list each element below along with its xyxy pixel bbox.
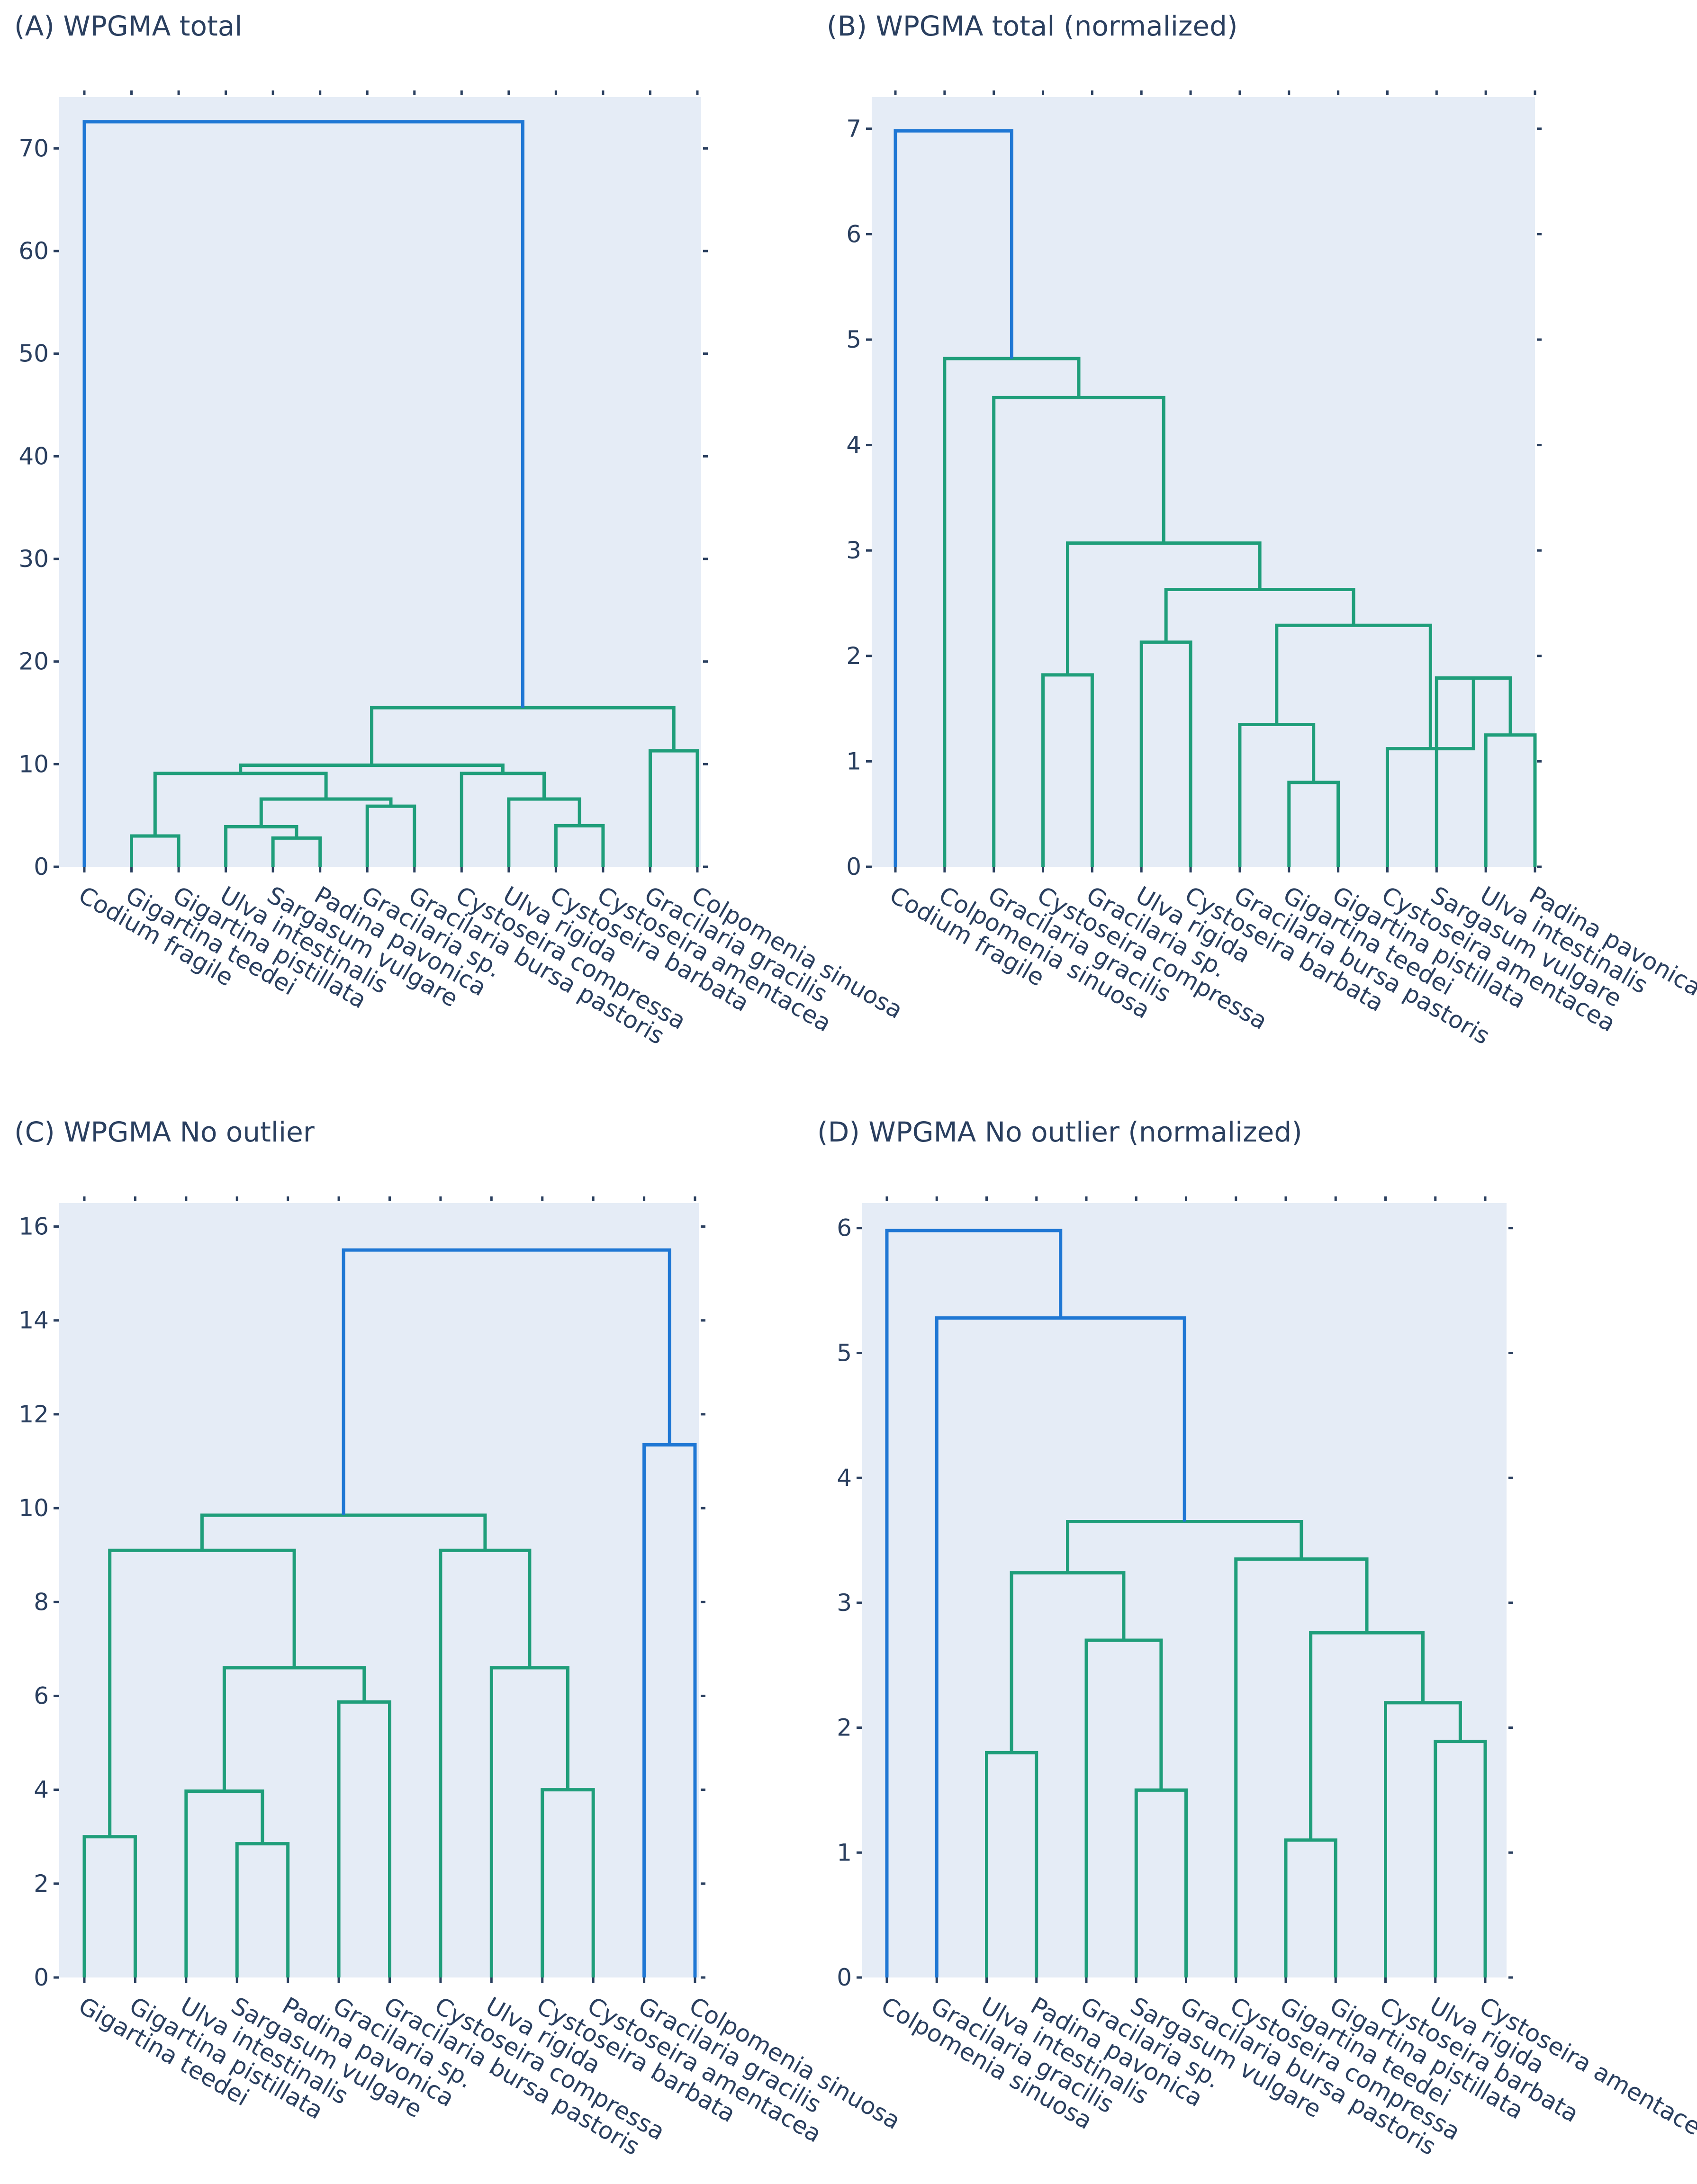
dendrogram-link: [894, 129, 1013, 867]
dendrogram-link: [1139, 640, 1192, 867]
ytick-label-b: 2: [846, 642, 861, 670]
ytick-label-d: 4: [837, 1464, 852, 1492]
ytick-label-c: 16: [18, 1213, 49, 1240]
dendrogram-link: [1275, 623, 1432, 749]
dendrogram-link: [1065, 541, 1262, 675]
dendrogram-link: [370, 706, 676, 765]
dendrogram-link: [1284, 1838, 1337, 1977]
panel-a-title: (A) WPGMA total: [14, 10, 242, 42]
ytick-label-a: 60: [18, 237, 49, 265]
panel-c-title: (C) WPGMA No outlier: [14, 1116, 315, 1148]
ytick-label-a: 40: [18, 442, 49, 470]
ytick-label-d: 0: [837, 1964, 852, 1991]
ytick-label-a: 20: [18, 648, 49, 675]
dendrogram-link: [82, 1835, 137, 1977]
ytick-label-d: 5: [837, 1339, 852, 1366]
panel-d-title: (D) WPGMA No outlier (normalized): [817, 1116, 1302, 1148]
dendrogram-link: [1384, 1701, 1462, 1977]
dendrogram-link: [82, 120, 524, 867]
ytick-label-a: 70: [18, 135, 49, 162]
panel-b-title: (B) WPGMA total (normalized): [827, 10, 1238, 42]
dendrogram-link: [1066, 1519, 1303, 1573]
ytick-label-d: 6: [837, 1214, 852, 1242]
dendrogram-link: [648, 749, 699, 867]
ytick-label-b: 5: [846, 326, 861, 353]
plot-area-b: [872, 97, 1535, 867]
ytick-label-c: 4: [34, 1776, 49, 1804]
ytick-label-b: 1: [846, 747, 861, 775]
dendrogram-link: [1238, 722, 1316, 867]
ytick-label-b: 7: [846, 115, 861, 143]
plot-area-c: [59, 1203, 699, 1977]
dendrogram-link: [365, 804, 416, 867]
panel-b: (B) WPGMA total (normalized) 01234567Cod…: [827, 10, 1697, 1050]
ytick-label-c: 14: [18, 1307, 49, 1334]
dendrogram-link: [337, 1700, 391, 1977]
dendrogram-link: [885, 1229, 1063, 1977]
dendrogram-link: [1435, 676, 1512, 867]
ytick-label-c: 2: [34, 1870, 49, 1897]
ytick-label-b: 3: [846, 537, 861, 564]
dendrogram-link: [1287, 781, 1340, 867]
ytick-label-c: 0: [34, 1964, 49, 1991]
ytick-label-c: 6: [34, 1682, 49, 1709]
plot-area-a: [59, 97, 701, 867]
ytick-label-d: 2: [837, 1714, 852, 1742]
dendrogram-link: [184, 1789, 264, 1977]
ytick-label-a: 0: [34, 853, 49, 881]
ytick-label-a: 30: [18, 545, 49, 573]
dendrogram-link: [342, 1248, 671, 1515]
dendrogram-link: [992, 395, 1165, 867]
ytick-label-a: 10: [18, 750, 49, 778]
dendrogram-link: [1484, 733, 1537, 867]
ytick-label-b: 6: [846, 220, 861, 248]
panel-c: (C) WPGMA No outlier 0246810121416Gigart…: [14, 1116, 905, 2161]
dendrogram-link: [943, 357, 1081, 867]
ytick-label-c: 10: [18, 1494, 49, 1522]
ytick-label-c: 8: [34, 1588, 49, 1616]
ytick-label-d: 1: [837, 1839, 852, 1866]
dendrogram-link: [1434, 1740, 1487, 1977]
ytick-label-b: 4: [846, 431, 861, 459]
panel-d: (D) WPGMA No outlier (normalized) 0 1 2 3 4 5…: [817, 1116, 1697, 2161]
dendrogram-link: [541, 1788, 595, 1977]
ytick-label-d: 3: [837, 1589, 852, 1617]
dendrogram-link: [1134, 1788, 1188, 1977]
dendrogram-link: [642, 1443, 697, 1977]
ytick-label-a: 50: [18, 340, 49, 368]
ytick-label-c: 12: [18, 1401, 49, 1428]
ytick-label-b: 0: [846, 853, 861, 881]
